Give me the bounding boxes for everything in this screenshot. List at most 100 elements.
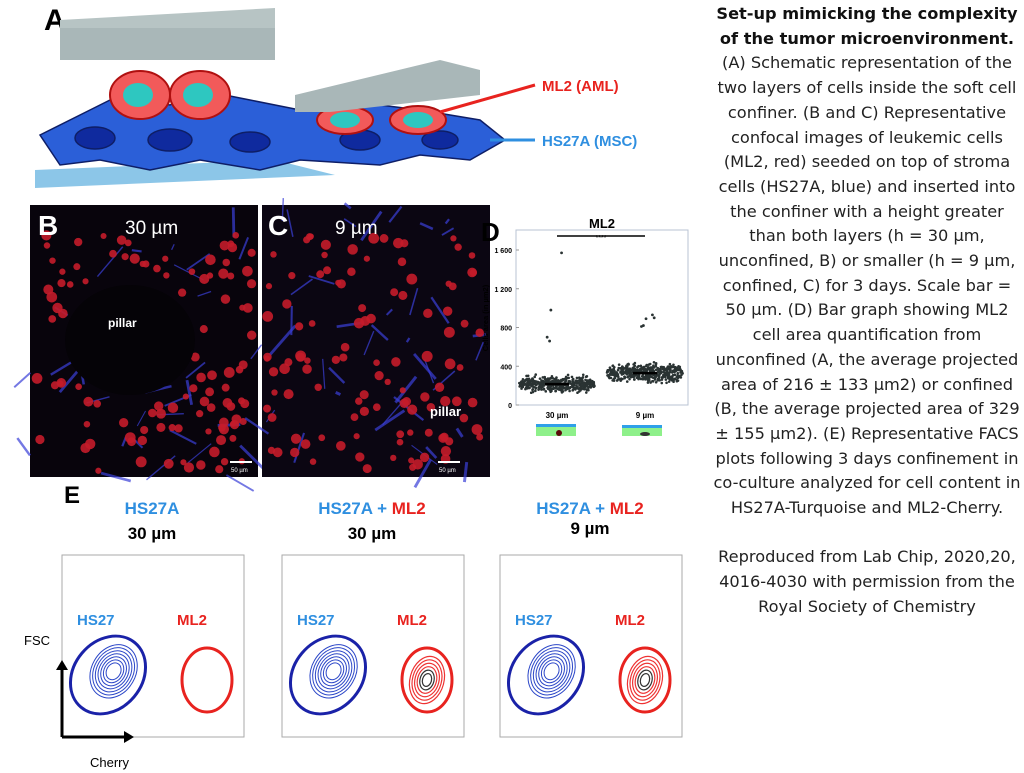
stroma-fiber (335, 391, 342, 396)
ml2-cell (454, 243, 462, 251)
ml2-gate-ellipse (180, 646, 234, 714)
stroma-fiber (322, 358, 326, 389)
ml2-cell (279, 363, 290, 375)
ml2-cell (219, 240, 230, 251)
ml2-cell (116, 235, 127, 245)
ml2-cell (215, 465, 224, 474)
ml2-cell (189, 384, 198, 393)
data-point (537, 387, 541, 391)
data-point (669, 365, 673, 368)
data-point (667, 365, 670, 368)
scale-bar-label: 50 µm (231, 468, 248, 474)
stroma-fiber (239, 444, 265, 470)
ml2-cell (320, 239, 331, 250)
data-point (627, 375, 630, 378)
ml2-cell (83, 420, 91, 428)
ml2-cell (309, 458, 317, 465)
panel-c-confocal-image: C 9 µm pillar 50 µm (244, 198, 490, 489)
stroma-fiber (187, 443, 212, 464)
ml2-cell (229, 434, 237, 442)
ml2-cell (174, 424, 183, 433)
data-point (652, 361, 656, 364)
data-point (525, 374, 528, 378)
ml2-cell (407, 429, 414, 436)
stroma-fiber (96, 246, 124, 278)
hs27-gate-label: HS27 (77, 612, 115, 629)
data-point (542, 387, 546, 391)
ml2-cell (153, 264, 161, 273)
data-point (608, 376, 611, 379)
title-part: HS27A (536, 499, 591, 518)
ml2-cell (340, 342, 350, 352)
ml2-cell (43, 242, 51, 249)
ml2-cell (475, 328, 484, 337)
ml2-cell (268, 367, 279, 377)
outlier-point (651, 313, 654, 317)
ml2-cell (450, 235, 457, 242)
ml2-cell (83, 396, 94, 407)
stroma-fiber (225, 474, 255, 492)
data-point (653, 378, 657, 381)
data-point (642, 375, 645, 379)
ml2-cell (336, 441, 346, 451)
ml2-cell (282, 299, 292, 309)
ml2-cell (442, 306, 453, 316)
ml2-cell (41, 230, 52, 241)
ml2-cell (49, 257, 56, 264)
ml2-cell (31, 373, 43, 384)
hs27-gate-ellipse (68, 634, 148, 716)
ml2-cell (100, 232, 107, 240)
ml2-cell (303, 236, 311, 244)
ml2-cell (221, 383, 230, 392)
hs27-contour (527, 644, 576, 699)
data-point (664, 378, 668, 381)
stroma-fiber (382, 400, 404, 426)
stroma-fiber (413, 353, 437, 380)
data-point (647, 363, 651, 366)
ml2-cell (359, 390, 369, 400)
data-point (646, 367, 650, 371)
data-point (580, 377, 584, 380)
confocal-image-background (262, 205, 490, 477)
ml2-cell (288, 272, 296, 280)
data-point (567, 376, 570, 380)
ml2-cell (355, 397, 363, 405)
facs-plot-height: 30 µm (348, 524, 397, 543)
hs27-contour (530, 647, 574, 696)
hs27-contour (543, 662, 560, 681)
data-point (540, 388, 543, 391)
ml2-contour (632, 662, 658, 698)
data-point (526, 387, 529, 390)
stroma-fiber (185, 379, 194, 406)
y-axis-label-fsc: FSC (24, 633, 50, 648)
stroma-fiber (343, 218, 357, 228)
data-point (676, 366, 679, 369)
panel-b-confocal-image: B 30 µm pillar 50 µm (13, 205, 265, 492)
figure: A ML2 (AML) HS27A (MSC) (13, 4, 689, 770)
data-point (587, 388, 590, 392)
data-point (645, 369, 648, 373)
facs-plot-frame (281, 554, 465, 738)
data-point (668, 362, 672, 366)
stroma-fiber (425, 446, 438, 459)
data-point (680, 369, 684, 373)
stroma-fiber (250, 344, 263, 360)
ml2-cell (246, 279, 257, 289)
data-point (592, 380, 596, 384)
ml2-cell (271, 389, 278, 396)
data-point (533, 375, 537, 379)
data-point (571, 385, 575, 388)
ml2-cell (390, 454, 397, 461)
ml2-cell (456, 364, 464, 371)
data-point (652, 366, 656, 369)
panel-a-schematic: A ML2 (AML) HS27A (MSC) (35, 4, 637, 188)
data-point (626, 372, 630, 375)
ml2-cell (66, 281, 74, 288)
panel-c-letter: C (268, 210, 288, 241)
data-point (571, 377, 575, 381)
data-point (612, 372, 615, 375)
data-point (554, 378, 558, 381)
data-point (625, 380, 629, 383)
ml2-cell (321, 251, 328, 259)
ml2-cell (93, 399, 102, 408)
